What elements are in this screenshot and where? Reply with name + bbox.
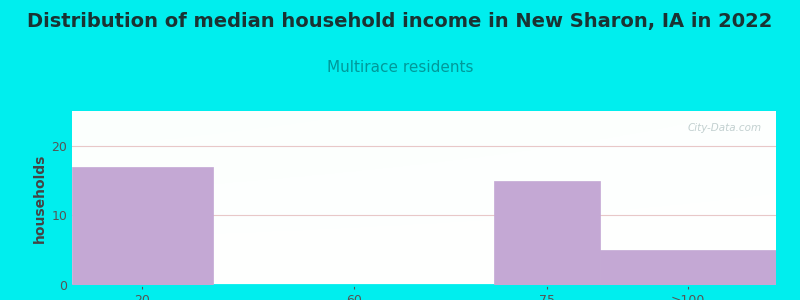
Text: Multirace residents: Multirace residents (326, 60, 474, 75)
Bar (72, 167, 213, 285)
Bar (494, 181, 600, 285)
Y-axis label: households: households (33, 153, 47, 243)
Text: City-Data.com: City-Data.com (688, 123, 762, 133)
Text: Distribution of median household income in New Sharon, IA in 2022: Distribution of median household income … (27, 12, 773, 31)
Bar (600, 250, 776, 285)
